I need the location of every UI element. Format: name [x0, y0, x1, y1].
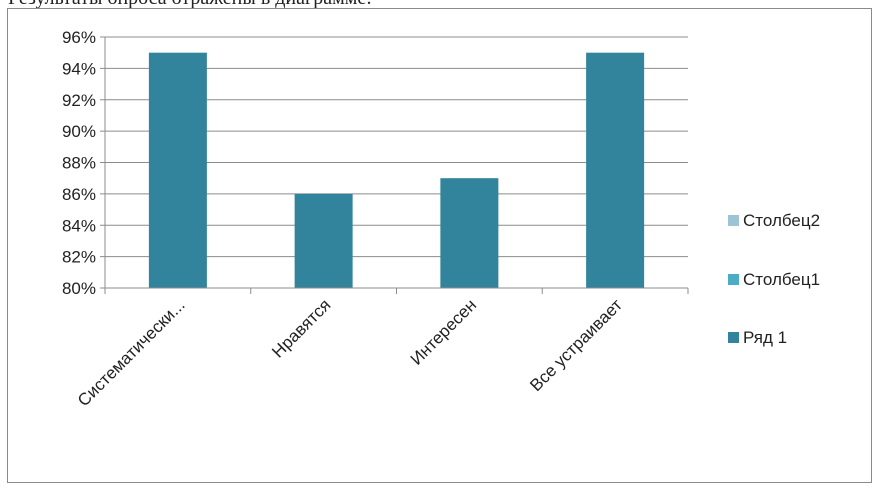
caption-text: Результаты опроса отражены в диаграмме: [8, 0, 372, 10]
legend-swatch [728, 332, 739, 343]
bar-chart: 80% 82% 84% 86% 88% 90% 92% 94% 96% Систематичес… [62, 28, 820, 410]
bar [148, 52, 207, 288]
bar [294, 193, 353, 288]
y-tick-label: 94% [62, 59, 96, 78]
category-label: Все устраивает [526, 295, 626, 395]
y-tick-label: 92% [62, 91, 96, 110]
chart-frame: 80% 82% 84% 86% 88% 90% 92% 94% 96% Систематичес… [7, 8, 872, 483]
bars [148, 52, 645, 288]
category-label: Систематически... [74, 295, 189, 410]
legend-swatch [728, 215, 739, 226]
y-tick-labels: 80% 82% 84% 86% 88% 90% 92% 94% 96% [62, 28, 96, 298]
category-label: Интересен [407, 295, 480, 368]
legend: Столбец2 Столбец1 Ряд 1 [728, 211, 820, 347]
legend-label: Столбец1 [743, 270, 820, 289]
y-tick-label: 88% [62, 154, 96, 173]
category-labels: Систематически... Нравятся Интересен Все ус… [74, 295, 626, 410]
legend-label: Столбец2 [743, 211, 820, 230]
bar [440, 178, 499, 288]
bar [586, 52, 645, 288]
axes [104, 37, 689, 294]
category-label: Нравятся [268, 295, 334, 361]
y-tick-label: 96% [62, 28, 96, 47]
y-tick-label: 86% [62, 185, 96, 204]
y-tick-label: 84% [62, 216, 96, 235]
legend-label: Ряд 1 [743, 328, 787, 347]
legend-swatch [728, 274, 739, 285]
y-tick-label: 90% [62, 122, 96, 141]
y-tick-label: 80% [62, 279, 96, 298]
y-tick-label: 82% [62, 248, 96, 267]
